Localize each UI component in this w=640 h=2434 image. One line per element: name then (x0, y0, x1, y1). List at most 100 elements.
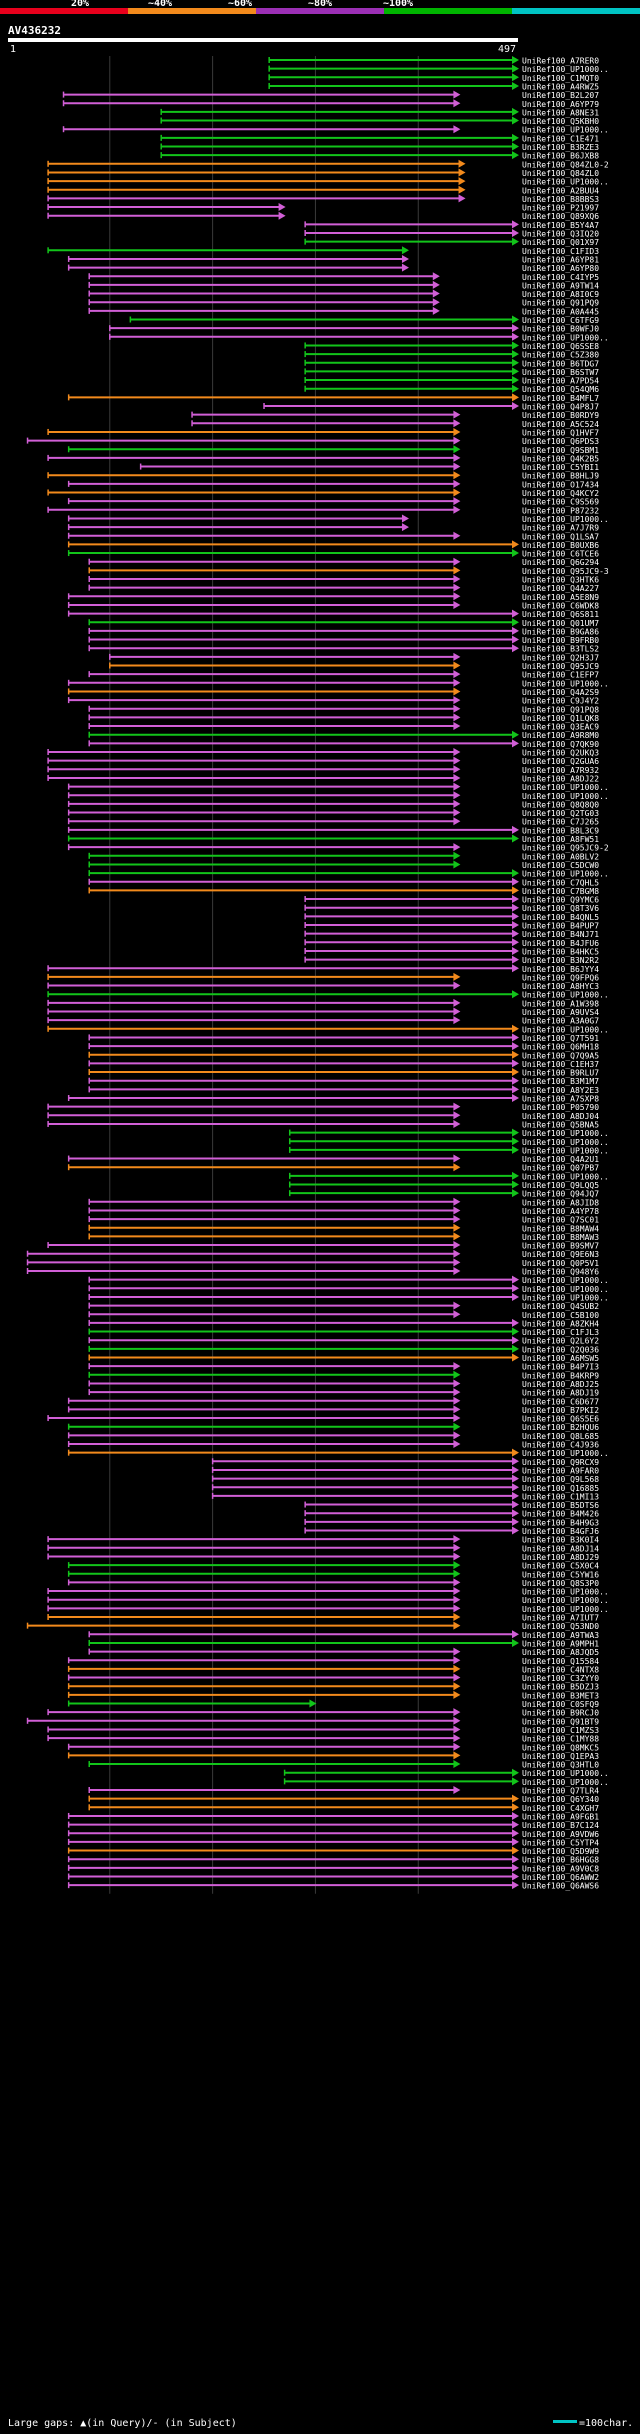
alignment-arrow (512, 1180, 519, 1189)
hit-label: UniRef100_B9GA86 (522, 627, 599, 636)
hit-label: UniRef100_Q6AWS6 (522, 1882, 599, 1891)
alignment-arrow (453, 1751, 461, 1760)
alignment-arrow (453, 1578, 461, 1587)
hit-label: UniRef100_C6TFG9 (522, 316, 599, 325)
alignment-arrow (453, 497, 461, 506)
alignment-arrow (453, 1102, 461, 1111)
hit-label: UniRef100_Q94JQ7 (522, 1190, 599, 1199)
hit-label: UniRef100_C0SFQ9 (522, 1700, 599, 1709)
alignment-arrow (512, 912, 519, 921)
alignment-arrow (453, 1267, 461, 1275)
alignment-arrow (453, 704, 461, 713)
hit-label: UniRef100_B7C124 (522, 1821, 599, 1830)
hit-label: UniRef100_C5B100 (522, 1311, 599, 1320)
alignment-arrow (453, 765, 461, 774)
hit-label: UniRef100_A7RER0 (522, 57, 599, 66)
alignment-arrow (453, 557, 461, 566)
hit-label: UniRef100_C5X0C4 (522, 1562, 599, 1571)
alignment-arrow (453, 1604, 461, 1613)
hit-label: UniRef100_UP1000.. (522, 1596, 609, 1605)
hit-label: UniRef100_O17434 (522, 480, 599, 489)
hit-label: UniRef100_Q6S811 (522, 610, 599, 619)
hit-label: UniRef100_A6YP80 (522, 264, 599, 273)
alignment-arrow (512, 324, 519, 333)
alignment-arrow (512, 626, 519, 635)
hit-label: UniRef100_Q9RCX9 (522, 1458, 599, 1467)
alignment-arrow (512, 1474, 519, 1483)
alignment-arrow (512, 341, 519, 350)
hit-label: UniRef100_B4HKC5 (522, 947, 599, 956)
hit-label: UniRef100_A5C524 (522, 420, 599, 429)
hit-label: UniRef100_A8JID8 (522, 1198, 599, 1207)
alignment-arrow (453, 748, 461, 756)
hit-label: UniRef100_Q3IQ20 (522, 230, 599, 239)
hit-label: UniRef100_A7SXP8 (522, 1095, 599, 1104)
alignment-arrow (512, 1491, 519, 1500)
alignment-arrow (512, 1855, 519, 1864)
alignment-arrow (453, 1543, 461, 1552)
hit-label: UniRef100_B4MFL7 (522, 394, 599, 403)
hit-label: UniRef100_B8HLJ9 (522, 472, 599, 481)
hit-label: UniRef100_B3K0I4 (522, 1536, 599, 1545)
hit-label: UniRef100_UP1000.. (522, 1285, 609, 1294)
hit-label: UniRef100_Q01X97 (522, 238, 599, 247)
query-start-label: 1 (10, 44, 16, 55)
alignment-arrow (453, 843, 461, 852)
alignment-arrow (512, 739, 519, 748)
hit-label: UniRef100_Q84ZL0-2 (522, 160, 609, 169)
alignment-rows: UniRef100_A7RER0UniRef100_UP1000..UniRef… (26, 56, 609, 1891)
legend-label: 20% (71, 0, 89, 9)
hit-label: UniRef100_Q3EAC9 (522, 723, 599, 732)
alignment-arrow (512, 903, 519, 912)
hit-label: UniRef100_C7J265 (522, 818, 599, 827)
hit-label: UniRef100_Q07PB7 (522, 1164, 599, 1173)
hit-label: UniRef100_UP1000.. (522, 1276, 609, 1285)
alignment-arrow (453, 678, 461, 687)
alignment-arrow (453, 1119, 461, 1128)
hit-label: UniRef100_B6JYY4 (522, 965, 599, 974)
alignment-arrow (309, 1699, 317, 1708)
hit-label: UniRef100_Q4P8J7 (522, 403, 599, 412)
alignment-arrow (453, 505, 461, 514)
alignment-arrow (512, 1872, 519, 1881)
alignment-arrow (512, 1630, 519, 1639)
alignment-arrow (512, 1448, 519, 1457)
hit-label: UniRef100_A6MSW5 (522, 1354, 599, 1363)
alignment-arrow (512, 834, 519, 843)
alignment-arrow (512, 376, 519, 385)
hit-label: UniRef100_UP1000.. (522, 1605, 609, 1614)
hit-label: UniRef100_B3RZE3 (522, 143, 599, 152)
alignment-arrow (512, 1526, 519, 1535)
alignment-arrow (512, 877, 519, 886)
alignment-arrow (512, 332, 519, 341)
alignment-arrow (453, 860, 461, 869)
hit-label: UniRef100_Q7TLR4 (522, 1787, 599, 1796)
legend-segment-1 (0, 8, 128, 14)
hit-label: UniRef100_Q53ND0 (522, 1622, 599, 1631)
alignment-arrow (453, 713, 461, 722)
legend-label: ~40% (148, 0, 172, 9)
alignment-arrow (512, 549, 519, 558)
alignment-arrow (453, 808, 461, 817)
footer-scale-label: =100char. (579, 2418, 633, 2429)
hit-label: UniRef100_Q7T591 (522, 1034, 599, 1043)
hit-label: UniRef100_A9TWA3 (522, 1631, 599, 1640)
alignment-arrow (453, 1215, 461, 1224)
legend-label: ~60% (228, 0, 252, 9)
hit-label: UniRef100_Q3HTK6 (522, 576, 599, 585)
hit-label: UniRef100_A8DJ14 (522, 1544, 599, 1553)
alignment-arrow (453, 1656, 461, 1665)
hit-label: UniRef100_Q6S5E6 (522, 1415, 599, 1424)
hit-label: UniRef100_B4GFJ6 (522, 1527, 599, 1536)
alignment-arrow (453, 817, 461, 826)
hit-label: UniRef100_A9FAR0 (522, 1466, 599, 1475)
hit-label: UniRef100_C7QHL5 (522, 878, 599, 887)
alignment-arrow (278, 203, 286, 212)
hit-label: UniRef100_UP1000.. (522, 679, 609, 688)
alignment-arrow (453, 488, 461, 497)
hit-label: UniRef100_C5Z380 (522, 351, 599, 360)
hit-label: UniRef100_B9RCJ0 (522, 1709, 599, 1718)
alignment-arrow (453, 427, 461, 436)
alignment-arrow (512, 1275, 519, 1284)
alignment-arrow (512, 1085, 519, 1094)
